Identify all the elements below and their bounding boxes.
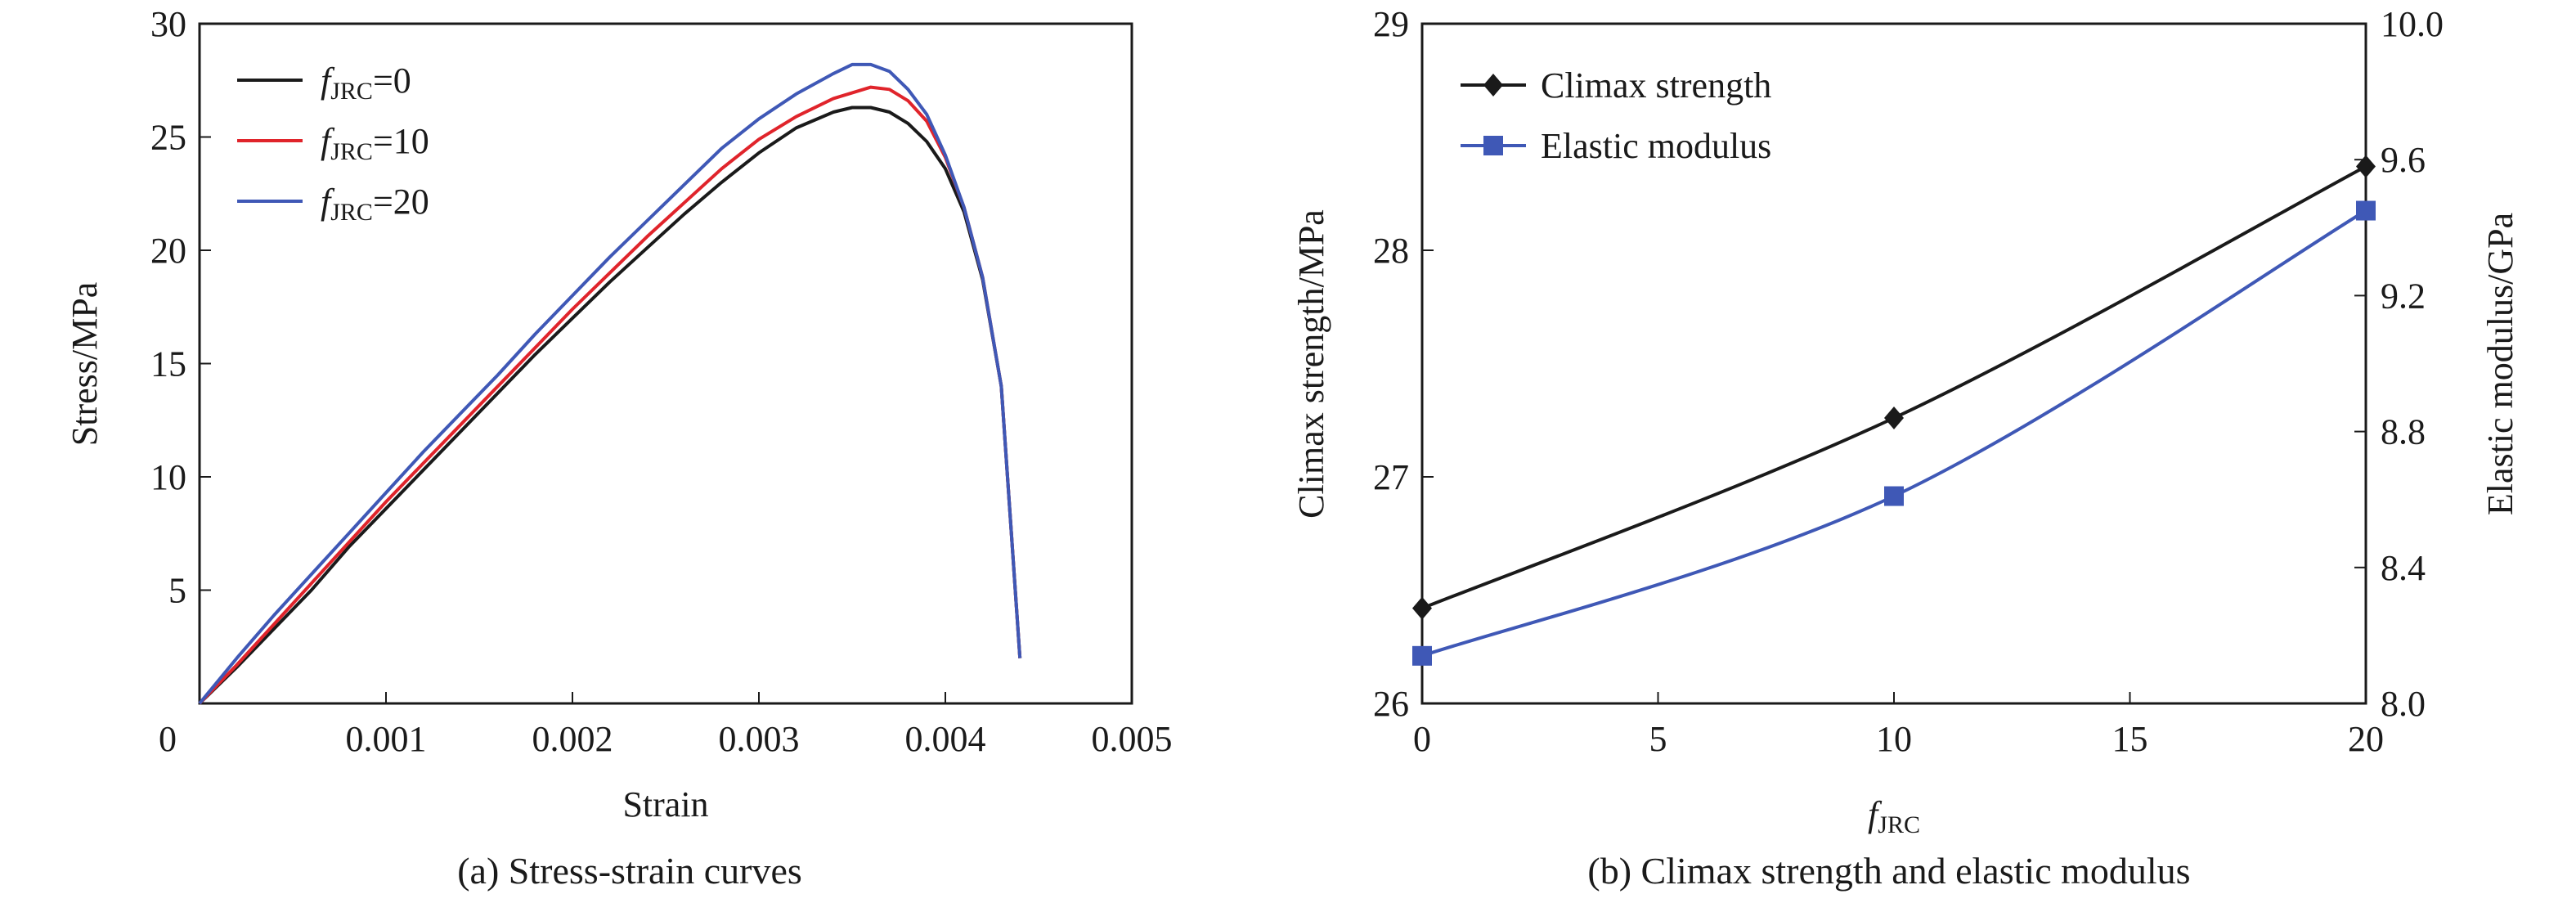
legend-label-a-2: fJRC=20 (321, 182, 429, 226)
caption-b: (b) Climax strength and elastic modulus (1587, 850, 2190, 892)
x-tick-label-a: 0 (159, 719, 177, 759)
legend-label-b-0: Climax strength (1541, 65, 1771, 106)
y-tick-label-a: 5 (168, 571, 186, 611)
data-point-b-0-1 (1884, 406, 1904, 429)
x-tick-label-b: 0 (1413, 719, 1431, 759)
y-axis-label-b-left: Climax strength/MPa (1291, 209, 1331, 519)
plot-frame-a (198, 22, 1133, 705)
x-axis-label-b: fJRC (1868, 794, 1920, 838)
legend-a: fJRC=0 fJRC=10 fJRC=20 (237, 61, 429, 226)
data-point-b-1-2 (2356, 200, 2376, 221)
y-tick-label-a: 10 (150, 457, 186, 497)
caption-a: (a) Stress-strain curves (457, 850, 802, 892)
series-line-a-0 (198, 106, 1022, 705)
series-line-a-1 (198, 85, 1022, 705)
x-tick-label-b: 10 (1876, 719, 1912, 759)
x-tick-label-a: 0.004 (905, 719, 986, 759)
y-tick-label-b-left: 29 (1373, 4, 1409, 44)
x-tick-label-b: 5 (1649, 719, 1667, 759)
legend-b: Climax strength Elastic modulus (1461, 65, 1771, 166)
legend-label-b-1: Elastic modulus (1541, 126, 1771, 166)
y-tick-label-b-right: 8.0 (2381, 684, 2426, 724)
y-tick-label-b-left: 28 (1373, 231, 1409, 271)
y-tick-label-a: 25 (150, 118, 186, 158)
series-line-b-0 (1421, 164, 2367, 610)
data-point-b-1-0 (1412, 645, 1432, 666)
x-tick-label-a: 0.005 (1092, 719, 1173, 759)
x-tick-label-b: 15 (2112, 719, 2148, 759)
x-axis-label-a: Strain (622, 784, 708, 824)
y-tick-label-b-right: 9.2 (2381, 276, 2426, 316)
data-point-b-0-0 (1412, 596, 1432, 620)
y-tick-label-a: 15 (150, 344, 186, 384)
x-tick-label-a: 0.003 (719, 719, 800, 759)
y-tick-label-b-left: 27 (1373, 457, 1409, 497)
x-tick-label-a: 0.002 (532, 719, 613, 759)
panel-a-stress-strain: 0 0.001 0.002 0.003 0.004 0.005 5 10 15 20 25 30 fJ… (65, 4, 1173, 892)
y-tick-label-b-right: 10.0 (2381, 4, 2444, 44)
data-point-b-0-2 (2356, 155, 2376, 178)
y-axis-label-b-right: Elastic modulus/GPa (2480, 213, 2520, 515)
legend-marker-b-0 (1483, 74, 1503, 97)
x-tick-label-a: 0.001 (346, 719, 427, 759)
y-tick-label-b-right: 9.6 (2381, 140, 2426, 180)
y-tick-label-a: 30 (150, 4, 186, 44)
series-line-b-1 (1421, 209, 2367, 658)
data-point-b-1-1 (1884, 486, 1904, 506)
series-line-a-2 (198, 62, 1022, 705)
y-axis-label-a: Stress/MPa (65, 282, 105, 446)
x-tick-label-b: 20 (2348, 719, 2384, 759)
y-tick-label-b-left: 26 (1373, 684, 1409, 724)
legend-label-a-0: fJRC=0 (321, 61, 411, 105)
y-tick-label-b-right: 8.8 (2381, 412, 2426, 452)
legend-marker-b-1 (1483, 136, 1503, 155)
panel-b-strength-modulus: 0 5 10 15 20 26 27 28 29 8.0 8.4 8.8 9.2 9.6 10.0 Clim… (1291, 4, 2520, 892)
legend-label-a-1: fJRC=10 (321, 121, 429, 165)
y-tick-label-a: 20 (150, 231, 186, 271)
y-tick-label-b-right: 8.4 (2381, 548, 2426, 588)
